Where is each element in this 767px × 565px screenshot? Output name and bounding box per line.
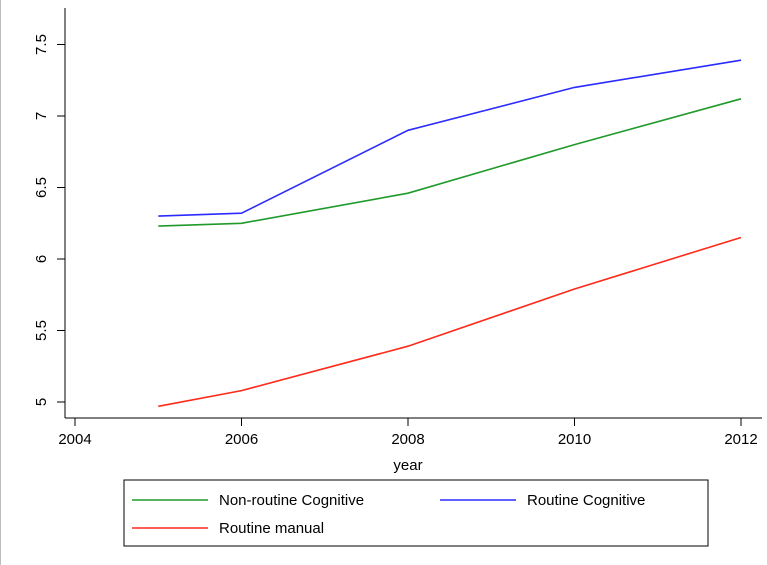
- x-tick-label: 2012: [724, 431, 757, 448]
- y-tick-label: 5.5: [33, 320, 50, 341]
- series-line-non-routine-cognitive: [158, 98, 742, 227]
- legend-item-routine-cognitive: Routine Cognitive: [440, 492, 645, 509]
- x-tick-label: 2006: [225, 431, 258, 448]
- x-axis-ticks: 2004 2006 2008 2010 2012: [58, 418, 758, 448]
- y-tick-label: 6: [33, 255, 50, 263]
- series-lines: [158, 59, 742, 408]
- y-axis-ticks: 5 5.5 6 6.5 7 7.5: [33, 34, 65, 406]
- legend-item-non-routine-cognitive: Non-routine Cognitive: [132, 492, 364, 509]
- legend-label-routine-cognitive: Routine Cognitive: [527, 492, 645, 509]
- legend-box: [123, 479, 709, 547]
- legend-label-routine-manual: Routine manual: [219, 520, 324, 537]
- series-line-routine-manual: [158, 236, 742, 408]
- x-tick-label: 2004: [58, 431, 91, 448]
- y-tick-label: 7.5: [33, 34, 50, 55]
- legend-item-routine-manual: Routine manual: [132, 520, 324, 537]
- y-tick-label: 7: [33, 112, 50, 120]
- y-tick-label: 6.5: [33, 177, 50, 198]
- series-line-routine-cognitive: [158, 59, 742, 217]
- x-tick-label: 2010: [558, 431, 591, 448]
- y-tick-label: 5: [33, 398, 50, 406]
- x-tick-label: 2008: [391, 431, 424, 448]
- x-axis-label: year: [393, 457, 422, 474]
- legend-label-non-routine-cognitive: Non-routine Cognitive: [219, 492, 364, 509]
